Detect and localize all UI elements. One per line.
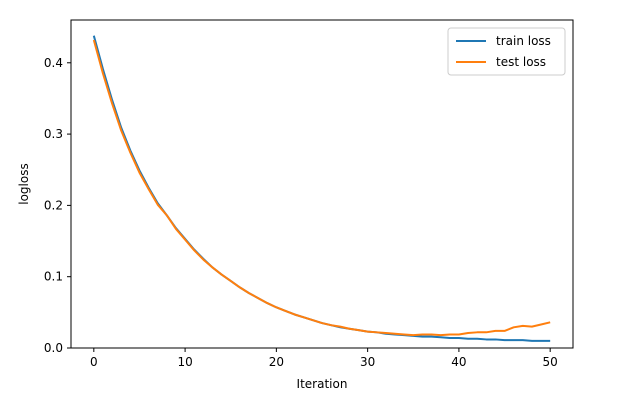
series-line-train-loss: [92, 35, 551, 342]
y-tick-label: 0.4: [44, 56, 63, 70]
legend-frame: [447, 27, 566, 76]
plot-area-frame: [70, 19, 574, 349]
y-axis-label: logloss: [17, 163, 31, 204]
x-tick-label: 50: [543, 355, 558, 369]
y-tick-label: 0.2: [44, 198, 63, 212]
series-lines: [92, 35, 551, 342]
x-tick-label: 40: [451, 355, 466, 369]
x-axis-label: Iteration: [297, 377, 348, 391]
y-tick-label: 0.0: [44, 341, 63, 355]
x-tick-label: 20: [269, 355, 284, 369]
series-line-test-loss: [92, 39, 551, 337]
y-tick-label: 0.1: [44, 270, 63, 284]
y-tick-label: 0.3: [44, 127, 63, 141]
y-axis-ticks: 0.0 0.1 0.2 0.3 0.4: [44, 56, 71, 355]
x-tick-label: 10: [177, 355, 192, 369]
x-axis-ticks: 0 10 20 30 40 50: [90, 348, 558, 369]
x-tick-label: 30: [360, 355, 375, 369]
x-tick-label: 0: [90, 355, 98, 369]
legend-label-train-loss: train loss: [496, 34, 551, 48]
legend-label-test-loss: test loss: [496, 55, 546, 69]
legend: train loss test loss: [447, 27, 566, 76]
